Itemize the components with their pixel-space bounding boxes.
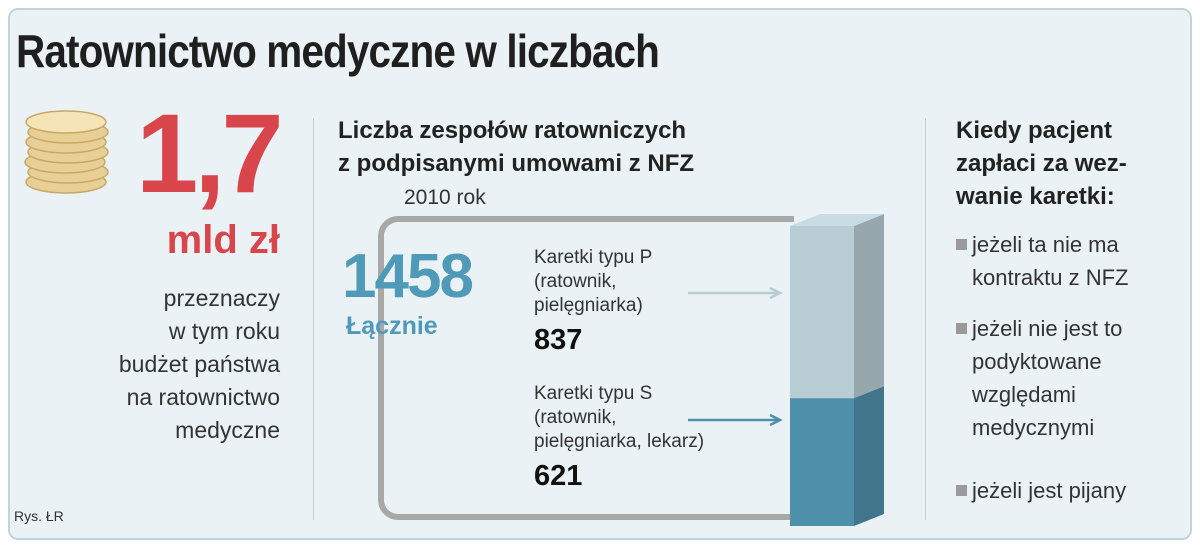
page-title: Ratownictwo medyczne w liczbach: [16, 25, 660, 77]
total-label: Łącznie: [346, 312, 438, 340]
chart-title: Liczba zespołów ratowniczych z podpisany…: [338, 114, 778, 180]
budget-description-line: w tym roku: [168, 318, 280, 344]
conditions-title-line: Kiedy pacjent: [956, 117, 1113, 144]
series-p-label-line: Karetki typu P: [534, 247, 653, 268]
series-p-label: Karetki typu P (ratownik, pielęgniarka): [534, 246, 774, 318]
budget-description-line: na ratownictwo: [126, 384, 280, 410]
series-s-label-line: (ratownik,: [534, 407, 617, 428]
condition-line: względami: [972, 382, 1076, 407]
condition-text: jeżeli ta nie ma: [972, 232, 1119, 257]
condition-line: jeżeli nie jest to: [956, 312, 1182, 345]
total-value: 1458: [342, 242, 474, 311]
series-s-label-line: pielęgniarka, lekarz): [534, 431, 705, 452]
condition-text: jeżeli nie jest to: [972, 316, 1123, 341]
column-divider-left: [313, 118, 314, 520]
series-p-bar-top: [790, 214, 884, 226]
series-s-label-line: Karetki typu S: [534, 383, 653, 404]
condition-line: podyktowane: [972, 349, 1102, 374]
series-p-label-line: pielęgniarka): [534, 295, 643, 316]
series-p-value: 837: [534, 324, 583, 356]
series-p-bar-side: [854, 214, 884, 399]
series-s-bar-front: [790, 398, 854, 526]
condition-item: jeżeli jest pijany: [956, 474, 1182, 507]
budget-description: przeznaczy w tym roku budżet państwa na …: [40, 282, 280, 447]
condition-text: jeżeli jest pijany: [972, 478, 1127, 503]
series-s-label: Karetki typu S (ratownik, pielęgniarka, …: [534, 382, 774, 454]
chart-frame: [378, 216, 794, 520]
infographic-card: [8, 8, 1192, 540]
source-credit: Rys. ŁR: [14, 508, 64, 524]
condition-line: jeżeli ta nie ma: [956, 228, 1182, 261]
chart-title-line: Liczba zespołów ratowniczych: [338, 117, 687, 144]
budget-unit: mld zł: [166, 218, 280, 262]
condition-line: medycznymi: [972, 415, 1095, 440]
condition-item: jeżeli ta nie ma kontraktu z NFZ: [956, 228, 1182, 294]
condition-line: jeżeli jest pijany: [956, 474, 1182, 507]
budget-description-line: budżet państwa: [118, 351, 280, 377]
budget-description-line: medyczne: [175, 417, 280, 443]
conditions-title-line: zapłaci za wez-: [956, 150, 1127, 177]
series-s-bar-side: [854, 386, 884, 526]
conditions-title-line: wanie karetki:: [956, 183, 1115, 210]
series-p-bar-front: [790, 226, 854, 399]
chart-title-line: z podpisanymi umowami z NFZ: [338, 150, 695, 177]
column-divider-right: [925, 118, 926, 520]
condition-line: kontraktu z NFZ: [972, 265, 1129, 290]
bullet-icon: [956, 485, 967, 496]
budget-description-line: przeznaczy: [163, 285, 280, 311]
coin-stack-icon: [24, 110, 109, 194]
budget-amount: 1,7: [136, 91, 284, 216]
series-p-arrow-head: [769, 286, 783, 300]
year-label: 2010 rok: [404, 186, 486, 209]
series-s-arrow-head: [769, 413, 783, 427]
bullet-icon: [956, 323, 967, 334]
condition-item: jeżeli nie jest to podyktowane względami…: [956, 312, 1182, 444]
conditions-title: Kiedy pacjent zapłaci za wez- wanie kare…: [956, 114, 1176, 213]
series-p-label-line: (ratownik,: [534, 271, 617, 292]
bullet-icon: [956, 239, 967, 250]
series-s-value: 621: [534, 460, 583, 492]
